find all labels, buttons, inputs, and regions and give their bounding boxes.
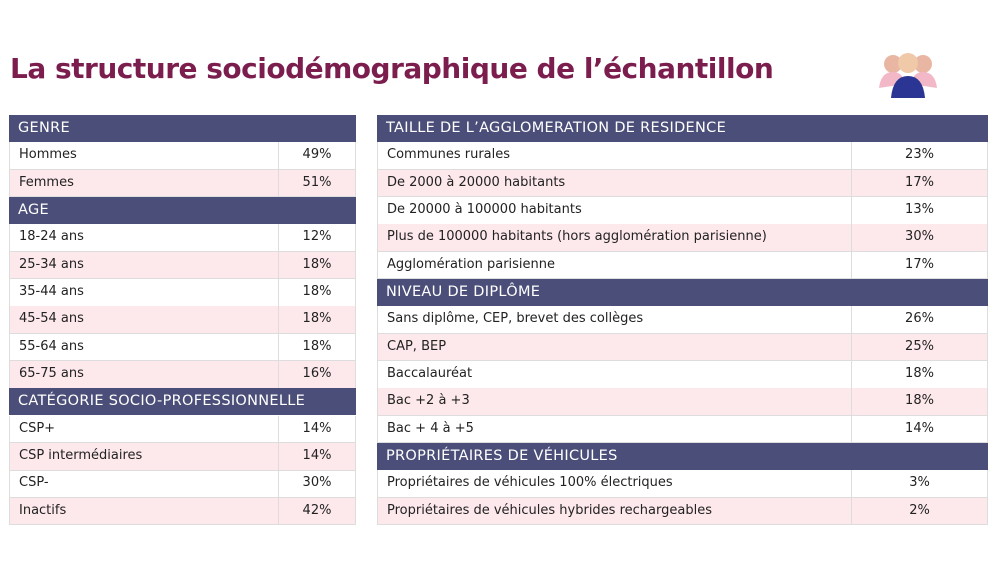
row-value: 18%: [278, 278, 355, 306]
row-label: 18-24 ans: [19, 229, 84, 245]
table-row: CAP, BEP 25%: [377, 333, 988, 362]
section-header: TAILLE DE L’AGGLOMERATION DE RESIDENCE: [377, 115, 988, 142]
row-value: 13%: [851, 196, 987, 224]
row-label: 65-75 ans: [19, 365, 84, 381]
row-label: Bac +2 à +3: [387, 393, 470, 409]
table-row: Propriétaires de véhicules 100% électriq…: [377, 470, 988, 499]
table-row: 25-34 ans 18%: [9, 251, 356, 280]
row-value: 12%: [278, 224, 355, 252]
row-value: 26%: [851, 306, 987, 334]
row-value: 18%: [851, 388, 987, 416]
table-row: 55-64 ans 18%: [9, 333, 356, 362]
table-row: Bac + 4 à +5 14%: [377, 415, 988, 444]
row-label: Agglomération parisienne: [387, 256, 556, 272]
table-row: Agglomération parisienne 17%: [377, 251, 988, 280]
section-header: AGE: [9, 196, 356, 224]
section-header: NIVEAU DE DIPLÔME: [377, 278, 988, 306]
table-row: Propriétaires de véhicules hybrides rech…: [377, 497, 988, 526]
row-label: Baccalauréat: [387, 365, 473, 381]
row-value: 51%: [278, 169, 355, 197]
row-label: CSP-: [19, 475, 49, 491]
row-label: Propriétaires de véhicules hybrides rech…: [387, 502, 712, 518]
row-value: 30%: [278, 470, 355, 498]
row-label: Propriétaires de véhicules 100% électriq…: [387, 475, 673, 491]
table-row: CSP+ 14%: [9, 415, 356, 444]
table-row: Sans diplôme, CEP, brevet des collèges 26…: [377, 306, 988, 335]
row-label: De 2000 à 20000 habitants: [387, 174, 566, 190]
table-row: 65-75 ans 16%: [9, 360, 356, 389]
row-label: Inactifs: [19, 502, 67, 518]
table-row: Femmes 51%: [9, 169, 356, 198]
row-value: 18%: [278, 251, 355, 279]
people-icon: [879, 53, 937, 98]
row-value: 17%: [851, 251, 987, 279]
row-value: 14%: [278, 442, 355, 470]
table-row: Baccalauréat 18%: [377, 360, 988, 389]
row-value: 42%: [278, 497, 355, 525]
table-row: Communes rurales 23%: [377, 142, 988, 171]
table-row: CSP- 30%: [9, 470, 356, 499]
row-value: 25%: [851, 333, 987, 361]
row-label: CSP+: [19, 420, 56, 436]
row-label: CAP, BEP: [387, 338, 447, 354]
row-value: 14%: [278, 415, 355, 443]
row-value: 16%: [278, 360, 355, 388]
table-row: Plus de 100000 habitants (hors aggloméra…: [377, 224, 988, 253]
table-row: 35-44 ans 18%: [9, 278, 356, 307]
row-label: Sans diplôme, CEP, brevet des collèges: [387, 311, 644, 327]
row-label: Communes rurales: [387, 147, 511, 163]
table-row: Bac +2 à +3 18%: [377, 388, 988, 417]
section-header: CATÉGORIE SOCIO-PROFESSIONNELLE: [9, 388, 356, 416]
row-label: Plus de 100000 habitants (hors aggloméra…: [387, 229, 767, 245]
row-label: 45-54 ans: [19, 311, 84, 327]
table-row: 45-54 ans 18%: [9, 306, 356, 335]
table-row: 18-24 ans 12%: [9, 224, 356, 253]
table-row: De 20000 à 100000 habitants 13%: [377, 196, 988, 225]
table-row: CSP intermédiaires 14%: [9, 442, 356, 471]
row-label: Femmes: [19, 174, 74, 190]
row-value: 30%: [851, 224, 987, 252]
row-value: 18%: [278, 306, 355, 334]
row-label: Bac + 4 à +5: [387, 420, 474, 436]
row-label: 55-64 ans: [19, 338, 84, 354]
table-row: De 2000 à 20000 habitants 17%: [377, 169, 988, 198]
row-value: 18%: [278, 333, 355, 361]
row-value: 2%: [851, 497, 987, 525]
row-label: Hommes: [19, 147, 77, 163]
row-value: 3%: [851, 470, 987, 498]
row-label: De 20000 à 100000 habitants: [387, 201, 582, 217]
page-title: La structure sociodémographique de l’éch…: [10, 52, 774, 85]
table-row: Inactifs 42%: [9, 497, 356, 526]
section-header: GENRE: [9, 115, 356, 142]
row-value: 23%: [851, 142, 987, 170]
row-value: 14%: [851, 415, 987, 443]
row-value: 49%: [278, 142, 355, 170]
row-label: 25-34 ans: [19, 256, 84, 272]
row-label: 35-44 ans: [19, 283, 84, 299]
section-header: PROPRIÉTAIRES DE VÉHICULES: [377, 442, 988, 470]
row-value: 17%: [851, 169, 987, 197]
table-row: Hommes 49%: [9, 142, 356, 171]
row-value: 18%: [851, 360, 987, 388]
row-label: CSP intermédiaires: [19, 447, 143, 463]
